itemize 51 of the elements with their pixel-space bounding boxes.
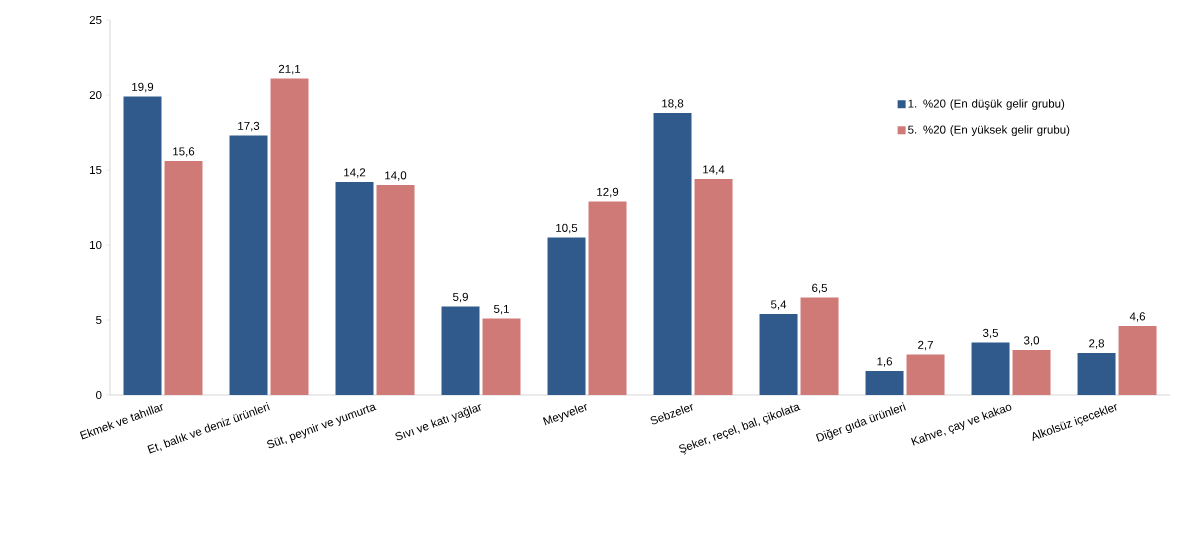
data-label: 3,5 xyxy=(982,328,999,339)
bar xyxy=(653,113,692,395)
bar xyxy=(588,201,627,395)
data-label: 12,9 xyxy=(597,187,619,198)
x-tick-label: Sıvı ve katı yağlar xyxy=(395,404,481,441)
legend-label: 1. %20 (En düşük gelir grubu) xyxy=(908,99,1065,110)
data-label: 2,7 xyxy=(918,340,933,351)
y-tick-label: 20 xyxy=(89,90,102,100)
y-tick-label: 0 xyxy=(96,390,102,400)
data-label: 2,8 xyxy=(1089,339,1105,349)
bar xyxy=(335,182,374,395)
data-label: 18,8 xyxy=(662,99,684,109)
bar xyxy=(164,161,203,395)
data-label: 14,2 xyxy=(344,168,366,178)
bar xyxy=(906,354,945,395)
data-label: 5,1 xyxy=(493,304,509,315)
bar xyxy=(376,185,415,395)
bar xyxy=(971,342,1010,395)
bar xyxy=(547,237,586,395)
bar xyxy=(1077,353,1116,395)
y-tick-label: 25 xyxy=(89,15,102,25)
data-label: 14,0 xyxy=(385,171,407,181)
legend-label: 5. %20 (En yüksek gelir grubu) xyxy=(908,125,1070,136)
bar xyxy=(229,135,268,395)
data-label: 14,4 xyxy=(703,165,725,175)
data-label: 1,6 xyxy=(877,357,893,367)
data-label: 19,9 xyxy=(132,82,154,93)
y-tick-label: 5 xyxy=(96,316,102,325)
x-tick-label: Ekmek ve tahıllar xyxy=(79,403,163,440)
data-label: 10,5 xyxy=(556,223,578,234)
bar xyxy=(123,96,162,395)
data-label: 5,4 xyxy=(770,300,787,310)
bar xyxy=(759,314,798,395)
y-tick-label: 15 xyxy=(90,165,102,175)
bar xyxy=(441,306,480,395)
bar xyxy=(1118,326,1157,395)
bar xyxy=(1012,350,1051,395)
x-tick-label: Kahve, çay ve kakao xyxy=(911,404,1012,446)
data-label: 3,0 xyxy=(1023,336,1040,346)
bar xyxy=(694,179,733,395)
bar xyxy=(865,371,904,395)
y-tick-label: 10 xyxy=(90,240,102,250)
data-label: 21,1 xyxy=(278,64,301,75)
bar xyxy=(800,297,839,395)
bar xyxy=(482,318,521,395)
bar xyxy=(270,78,309,395)
data-label: 15,6 xyxy=(173,147,195,157)
data-label: 4,6 xyxy=(1129,312,1146,322)
data-label: 5,9 xyxy=(452,292,468,303)
data-label: 17,3 xyxy=(238,121,260,132)
data-label: 6,5 xyxy=(812,283,828,294)
